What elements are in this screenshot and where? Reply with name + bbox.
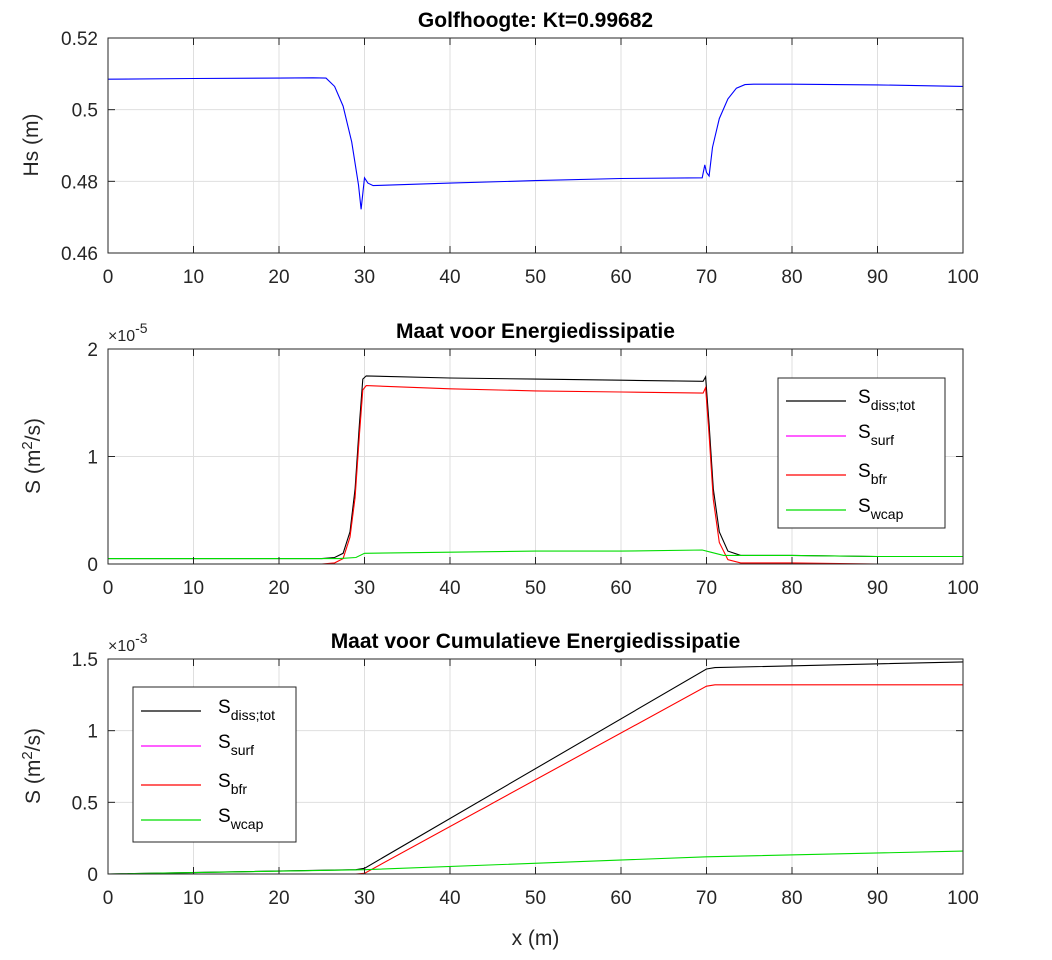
series-line-sbfr <box>108 385 963 565</box>
legend-box <box>777 377 946 529</box>
y-tick-label: 0 <box>87 865 98 886</box>
chart-panel-1: 0 10 20 30 40 50 60 70 80 90 100 0.46 0.48 0.5 0.52 Gol… <box>20 9 979 288</box>
x-tick-label: 50 <box>525 888 546 909</box>
legend-entry-disstot: Sdiss;tot <box>218 697 275 723</box>
x-tick-label: 30 <box>354 578 375 599</box>
x-tick-label: 40 <box>439 888 460 909</box>
y-tick-label: 0.46 <box>61 244 98 265</box>
y-tick-label: 1 <box>87 448 98 469</box>
chart-panel-2: 0 10 20 30 40 50 60 70 80 90 100 0 1 2 Maat voor Energ… <box>19 320 979 599</box>
x-tick-label: 70 <box>696 578 717 599</box>
legend-entry-surf: Ssurf <box>858 422 894 448</box>
y-axis-label: S (m2/s) <box>19 418 46 494</box>
y-exponent-label: ×10-5 <box>108 320 148 345</box>
y-axis-label: S (m2/s) <box>19 728 46 804</box>
x-tick-label: 10 <box>183 578 204 599</box>
x-tick-label: 50 <box>525 578 546 599</box>
x-tick-label: 100 <box>947 578 979 599</box>
legend-entry-wcap: Swcap <box>858 496 904 522</box>
x-tick-label: 0 <box>103 888 114 909</box>
legend-entry-bfr: Sbfr <box>218 771 247 797</box>
x-axis-label: x (m) <box>512 927 560 950</box>
x-tick-label: 100 <box>947 888 979 909</box>
x-tick-label: 10 <box>183 267 204 288</box>
chart-panel-3: 0 10 20 30 40 50 60 70 80 90 100 0 0.5 1 1.5 Maat voor … <box>19 630 979 950</box>
x-tick-label: 40 <box>439 267 460 288</box>
chart-title: Maat voor Cumulatieve Energiedissipatie <box>331 630 741 653</box>
y-tick-label: 0.5 <box>72 793 98 814</box>
x-tick-label: 40 <box>439 578 460 599</box>
x-tick-label: 70 <box>696 888 717 909</box>
chart-title: Golfhoogte: Kt=0.99682 <box>418 9 653 32</box>
y-tick-label: 0.48 <box>61 172 98 193</box>
x-tick-label: 100 <box>947 267 979 288</box>
x-tick-label: 30 <box>354 267 375 288</box>
y-tick-label: 0.52 <box>61 29 98 50</box>
legend: Sdiss;tot Ssurf Sbfr Swcap <box>132 686 297 843</box>
legend-entry-wcap: Swcap <box>218 806 264 832</box>
x-tick-label: 80 <box>781 578 802 599</box>
legend-entry-bfr: Sbfr <box>858 461 887 487</box>
legend-box <box>132 686 297 843</box>
legend-entry-surf: Ssurf <box>218 732 254 758</box>
y-tick-label: 0.5 <box>72 101 98 122</box>
chart-title: Maat voor Energiedissipatie <box>396 320 675 343</box>
x-tick-label: 30 <box>354 888 375 909</box>
series-line-swcap <box>108 549 963 560</box>
x-tick-label: 20 <box>268 267 289 288</box>
y-tick-label: 0 <box>87 555 98 576</box>
series-line-sdisstot <box>108 375 963 560</box>
series-line-swcap <box>107 850 964 875</box>
x-tick-label: 60 <box>610 888 631 909</box>
y-tick-label: 2 <box>87 340 98 361</box>
y-tick-label: 1 <box>87 722 98 743</box>
y-exponent-label: ×10-3 <box>108 630 148 655</box>
x-tick-label: 0 <box>103 267 114 288</box>
y-tick-label: 1.5 <box>72 650 98 671</box>
x-tick-label: 0 <box>103 578 114 599</box>
x-tick-label: 90 <box>867 267 888 288</box>
x-tick-label: 20 <box>268 888 289 909</box>
x-tick-label: 80 <box>781 267 802 288</box>
x-tick-label: 20 <box>268 578 289 599</box>
x-tick-label: 50 <box>525 267 546 288</box>
legend-entry-disstot: Sdiss;tot <box>858 387 915 413</box>
x-tick-label: 80 <box>781 888 802 909</box>
x-tick-label: 90 <box>867 578 888 599</box>
x-tick-label: 10 <box>183 888 204 909</box>
x-tick-label: 60 <box>610 267 631 288</box>
series-line-1 <box>107 77 964 210</box>
x-tick-label: 70 <box>696 267 717 288</box>
legend: Sdiss;tot Ssurf Sbfr Swcap <box>777 377 946 529</box>
x-tick-label: 90 <box>867 888 888 909</box>
y-axis-label: Hs (m) <box>20 114 43 177</box>
x-tick-label: 60 <box>610 578 631 599</box>
